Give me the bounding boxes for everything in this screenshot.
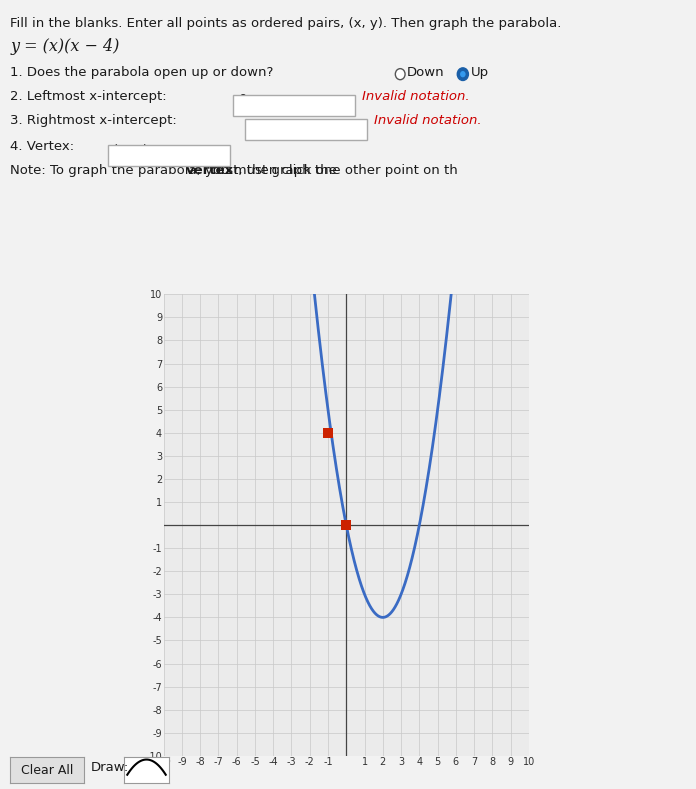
Text: Invalid notation.: Invalid notation. [374, 114, 482, 127]
Text: (2,-4): (2,-4) [113, 144, 149, 156]
Text: y = (x)(x − 4): y = (x)(x − 4) [10, 38, 120, 55]
Text: 4. Vertex:: 4. Vertex: [10, 140, 74, 153]
Text: 0: 0 [238, 93, 246, 106]
Text: 1. Does the parabola open up or down?: 1. Does the parabola open up or down? [10, 66, 274, 79]
Text: 2. Leftmost x-intercept:: 2. Leftmost x-intercept: [10, 90, 167, 103]
Text: first, then click one other point on th: first, then click one other point on th [207, 164, 457, 177]
Text: Up: Up [470, 66, 489, 79]
Text: Note: To graph the parabola, you must graph the: Note: To graph the parabola, you must gr… [10, 164, 342, 177]
Text: Draw:: Draw: [90, 761, 129, 774]
Text: Fill in the blanks. Enter all points as ordered pairs, (x, y). Then graph the pa: Fill in the blanks. Enter all points as … [10, 17, 562, 30]
Text: 3. Rightmost x-intercept:: 3. Rightmost x-intercept: [10, 114, 177, 127]
Text: Down: Down [407, 66, 445, 79]
Text: Clear All: Clear All [21, 764, 73, 776]
Text: 4: 4 [250, 118, 258, 130]
Text: Invalid notation.: Invalid notation. [362, 90, 470, 103]
Text: vertex: vertex [186, 164, 234, 177]
